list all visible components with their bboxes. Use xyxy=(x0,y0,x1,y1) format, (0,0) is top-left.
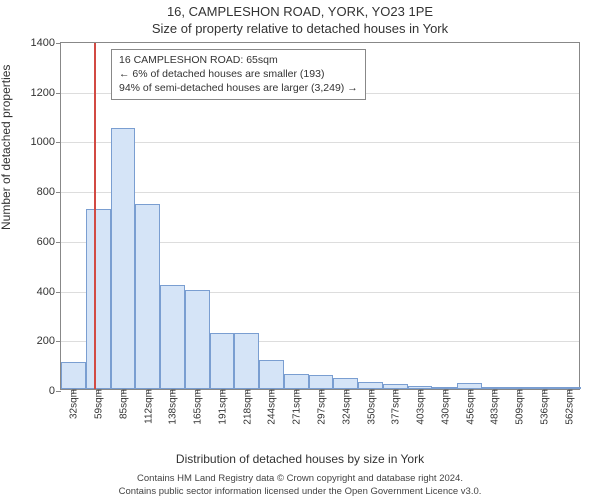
chart-title-line1: 16, CAMPLESHON ROAD, YORK, YO23 1PE xyxy=(0,4,600,19)
x-tick-label: 112sqm xyxy=(141,389,154,424)
x-tick-label: 138sqm xyxy=(166,389,179,425)
legend-line-3: 94% of semi-detached houses are larger (… xyxy=(119,81,358,95)
x-tick-label: 430sqm xyxy=(438,389,451,425)
gridline xyxy=(61,192,579,193)
plot-area: 020040060080010001200140032sqm59sqm85sqm… xyxy=(60,42,580,390)
footer-line-1: Contains HM Land Registry data © Crown c… xyxy=(0,473,600,485)
histogram-bar xyxy=(160,285,185,389)
histogram-bar xyxy=(111,128,136,389)
gridline xyxy=(61,142,579,143)
x-tick-label: 350sqm xyxy=(364,389,377,425)
y-tick-label: 1000 xyxy=(31,136,61,148)
y-tick-label: 600 xyxy=(37,236,61,248)
legend-box: 16 CAMPLESHON ROAD: 65sqm ← 6% of detach… xyxy=(111,49,366,100)
legend-line-2: ← 6% of detached houses are smaller (193… xyxy=(119,67,358,81)
footer-line-2: Contains public sector information licen… xyxy=(0,486,600,498)
x-tick-label: 59sqm xyxy=(92,389,105,419)
y-tick-label: 200 xyxy=(37,335,61,347)
marker-line xyxy=(94,43,96,389)
x-tick-label: 483sqm xyxy=(488,389,501,425)
legend-line-1: 16 CAMPLESHON ROAD: 65sqm xyxy=(119,53,358,67)
x-tick-label: 244sqm xyxy=(265,389,278,425)
histogram-bar xyxy=(234,333,259,389)
histogram-bar xyxy=(61,362,86,389)
chart-container: 16, CAMPLESHON ROAD, YORK, YO23 1PE Size… xyxy=(0,0,600,500)
y-tick-label: 800 xyxy=(37,186,61,198)
histogram-bar xyxy=(210,333,235,389)
x-tick-label: 324sqm xyxy=(339,389,352,425)
y-tick-label: 1200 xyxy=(31,87,61,99)
histogram-bar xyxy=(358,382,383,389)
histogram-bar xyxy=(185,290,210,389)
x-tick-label: 536sqm xyxy=(537,389,550,425)
y-axis-label: Number of detached properties xyxy=(0,65,13,230)
chart-title-line2: Size of property relative to detached ho… xyxy=(0,21,600,36)
histogram-bar xyxy=(259,360,284,389)
x-tick-label: 218sqm xyxy=(240,389,253,425)
x-tick-label: 562sqm xyxy=(562,389,575,425)
histogram-bar xyxy=(86,209,111,389)
x-tick-label: 297sqm xyxy=(315,389,328,425)
x-tick-label: 377sqm xyxy=(389,389,402,425)
histogram-bar xyxy=(135,204,160,389)
x-tick-label: 509sqm xyxy=(513,389,526,425)
x-axis-label: Distribution of detached houses by size … xyxy=(0,452,600,466)
y-tick-label: 400 xyxy=(37,286,61,298)
histogram-bar xyxy=(309,375,334,389)
x-tick-label: 456sqm xyxy=(463,389,476,425)
y-tick-label: 1400 xyxy=(31,37,61,49)
x-tick-label: 191sqm xyxy=(215,389,228,425)
histogram-bar xyxy=(284,374,309,389)
footer: Contains HM Land Registry data © Crown c… xyxy=(0,473,600,498)
x-tick-label: 165sqm xyxy=(191,389,204,425)
x-tick-label: 32sqm xyxy=(67,389,80,419)
histogram-bar xyxy=(333,378,358,389)
x-tick-label: 85sqm xyxy=(116,389,129,419)
x-tick-label: 403sqm xyxy=(414,389,427,425)
x-tick-label: 271sqm xyxy=(290,389,303,425)
y-tick-label: 0 xyxy=(49,385,61,397)
